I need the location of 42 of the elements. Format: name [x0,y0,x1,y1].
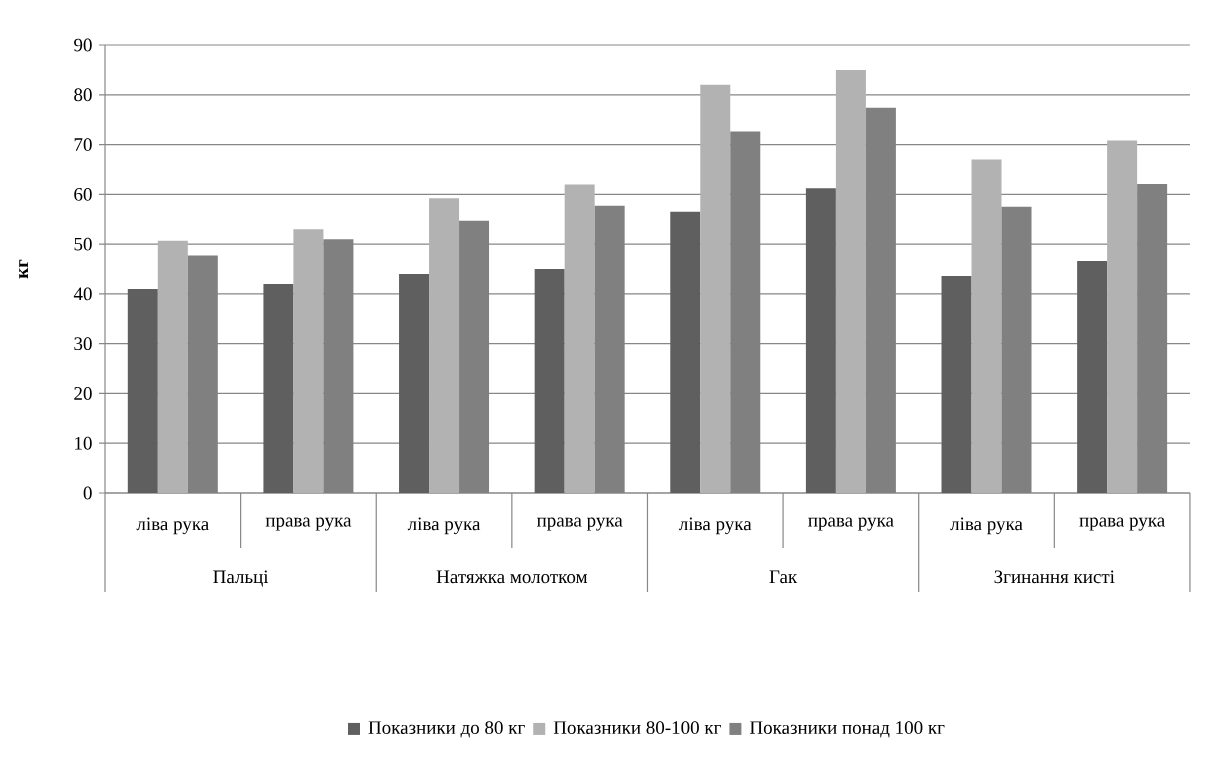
bar [700,84,731,493]
x-tick-label: права рука [265,517,352,531]
bar [971,159,1002,493]
x-tick-label: ліва рука [407,517,481,535]
legend-label: Показники до 80 кг [368,721,525,738]
bar [399,273,430,493]
y-tick-label: 60 [74,187,92,201]
bar [564,184,595,493]
legend-label: Показники понад 100 кг [749,721,945,738]
y-tick-label: 20 [74,387,92,400]
bar [534,269,565,493]
bar [835,69,866,493]
x-tick-label: права рука [808,517,894,531]
y-tick-label: 30 [74,337,92,351]
bar [293,229,324,493]
text: Гак [769,570,798,584]
y-tick-label: 50 [74,237,92,251]
bar [157,240,188,493]
x-tick-label: ліва рука [679,517,752,535]
x-tick-label: ліва рука [136,517,209,535]
bar [670,211,701,493]
bar [805,188,836,493]
x-tick-label: права рука [1079,517,1165,531]
y-axis-title: кг [19,259,28,279]
y-tick-label: 70 [74,138,92,151]
bar [429,198,460,493]
bar [941,275,972,493]
text: Натяжка молотком [436,570,588,584]
bar [263,283,294,493]
bar [127,288,158,493]
y-tick-label: 10 [75,436,92,450]
x-tick-label: права рука [536,517,623,531]
bar [1077,261,1108,493]
legend-label: Показники 80-100 кг [553,721,721,735]
text: Пальці [213,570,269,587]
y-tick-label: 80 [74,88,92,102]
y-tick-label: 40 [73,287,92,301]
x-tick-label: ліва рука [950,517,1023,535]
y-tick-label: 0 [83,486,92,500]
bar [1107,140,1138,493]
text: Згинання кисті [994,570,1115,584]
y-tick-label: 90 [74,38,92,52]
